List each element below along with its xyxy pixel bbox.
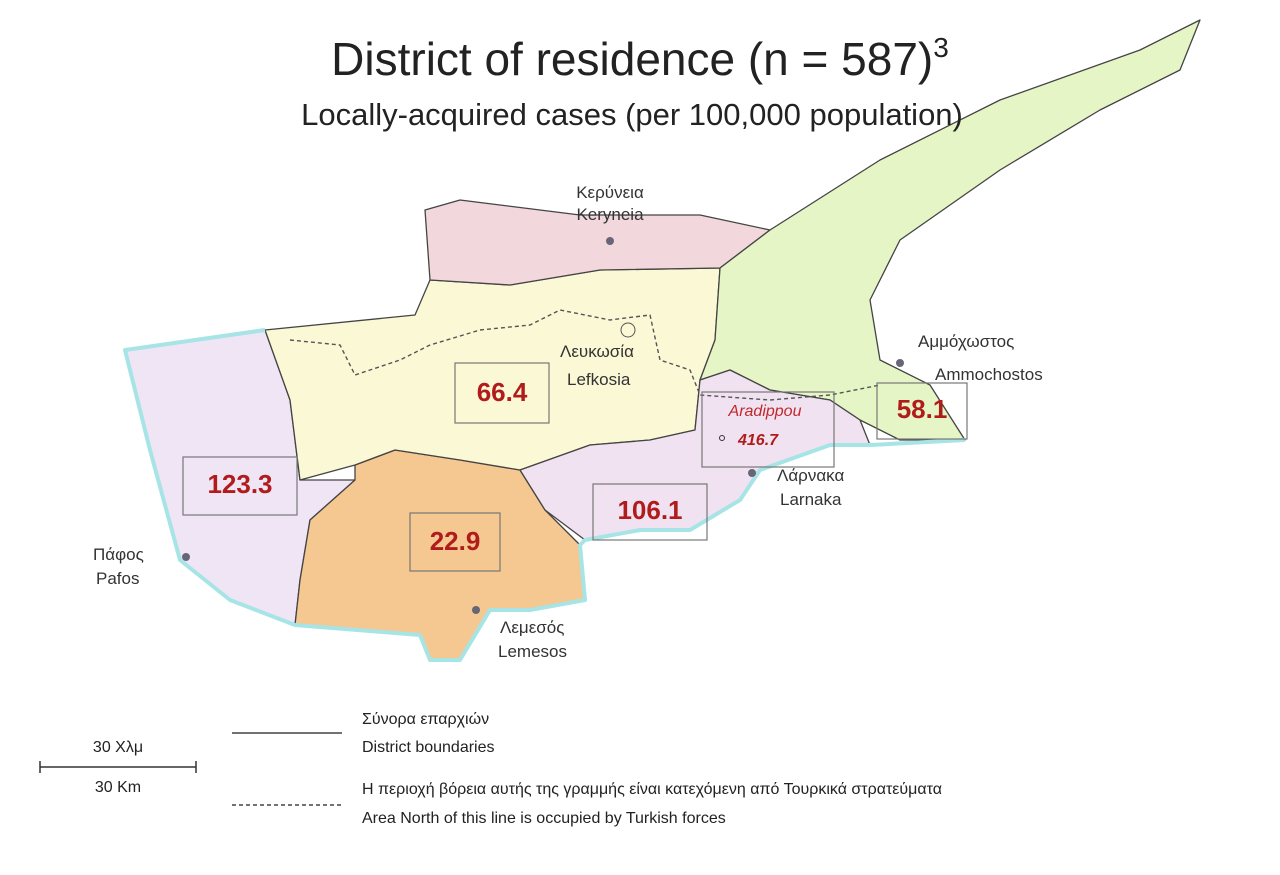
- place-greek: Λεμεσός: [500, 618, 564, 637]
- district-value: 58.1: [897, 394, 948, 424]
- legend-greek: Σύνορα επαρχιών: [362, 711, 489, 728]
- place-greek: Λάρνακα: [777, 466, 844, 485]
- town-dot: [472, 606, 480, 614]
- place-english: Lefkosia: [567, 370, 631, 389]
- aradippou-box: [701, 391, 835, 468]
- title: District of residence (n = 587)3: [331, 32, 949, 85]
- value-box: [182, 456, 298, 516]
- coastline: [123, 328, 966, 662]
- place-greek: Λευκωσία: [560, 342, 634, 361]
- value-box: [409, 512, 501, 572]
- district-value: 106.1: [617, 495, 682, 525]
- legend-english: District boundaries: [362, 739, 495, 756]
- place-english: Pafos: [96, 569, 139, 588]
- town-dot: [606, 237, 614, 245]
- place-english: Ammochostos: [935, 365, 1043, 384]
- legend-greek: Η περιοχή βόρεια αυτής της γραμμής είναι…: [362, 781, 942, 798]
- district-value: 22.9: [430, 526, 481, 556]
- capital-icon: [620, 322, 636, 338]
- place-greek: Πάφος: [93, 545, 144, 564]
- value-box: [876, 382, 968, 440]
- scale-greek: 30 Χλμ: [93, 739, 143, 756]
- place-english: Lemesos: [498, 642, 567, 661]
- district-value: 123.3: [207, 469, 272, 499]
- title-superscript: 3: [933, 32, 949, 63]
- place-english: Keryneia: [576, 205, 644, 224]
- value-box: [592, 483, 708, 541]
- green-line: [289, 309, 881, 401]
- aradippou-value: 416.7: [737, 432, 779, 449]
- scale-english: 30 Km: [95, 779, 141, 796]
- subtitle: Locally-acquired cases (per 100,000 popu…: [301, 97, 963, 132]
- place-greek: Κερύνεια: [576, 183, 644, 202]
- island: [123, 19, 1201, 662]
- aradippou-dot: [719, 435, 725, 441]
- district-value: 66.4: [477, 377, 528, 407]
- title-text: District of residence (n = 587): [331, 33, 933, 85]
- town-dot: [896, 359, 904, 367]
- town-dot: [182, 553, 190, 561]
- place-english: Larnaka: [780, 490, 842, 509]
- value-box: [454, 362, 550, 424]
- aradippou-name: Aradippou: [728, 403, 802, 420]
- town-dot: [748, 469, 756, 477]
- legend-english: Area North of this line is occupied by T…: [362, 810, 726, 827]
- place-greek: Αμμόχωστος: [918, 332, 1014, 351]
